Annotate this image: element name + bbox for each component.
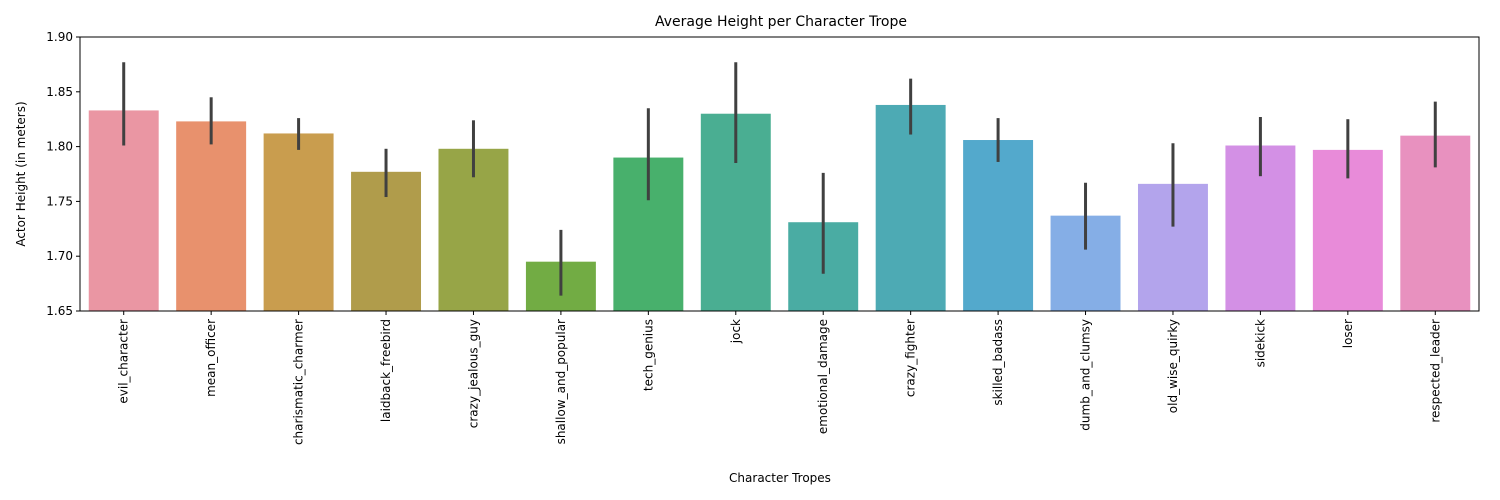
x-tick-label-tech_genius: tech_genius [641,319,655,391]
x-axis-label: Character Tropes [729,471,831,485]
x-tick-label-jock: jock [729,319,743,344]
x-tick-label-laidback_freebird: laidback_freebird [379,319,393,422]
y-tick-label: 1.80 [46,140,73,154]
x-tick-label-dumb_and_clumsy: dumb_and_clumsy [1079,319,1093,431]
chart-title: Average Height per Character Trope [655,14,907,30]
x-tick-label-loser: loser [1341,319,1355,348]
x-tick-label-old_wise_quirky: old_wise_quirky [1166,319,1180,413]
x-tick-label-crazy_fighter: crazy_fighter [904,319,918,397]
x-tick-label-sidekick: sidekick [1253,319,1267,367]
x-tick-label-evil_character: evil_character [117,319,131,404]
x-tick-label-charismatic_charmer: charismatic_charmer [292,319,306,445]
y-tick-label: 1.75 [46,194,73,208]
y-axis-label: Actor Height (in meters) [14,101,28,246]
x-tick-label-skilled_badass: skilled_badass [991,319,1005,406]
x-tick-label-emotional_damage: emotional_damage [816,319,830,434]
bar-charismatic_charmer [263,133,334,311]
y-tick-label: 1.70 [46,249,73,263]
bar-crazy_fighter [875,104,946,311]
y-tick-label: 1.85 [46,85,73,99]
y-tick-label: 1.90 [46,30,73,44]
x-tick-label-shallow_and_popular: shallow_and_popular [554,319,568,444]
x-tick-label-mean_officer: mean_officer [204,319,218,397]
plot-area: 1.65 1.70 1.75 1.80 1.85 1.90 evil_character me… [46,30,1480,445]
axes-frame [79,36,1480,312]
x-tick-label-respected_leader: respected_leader [1428,319,1442,423]
y-tick-label: 1.65 [46,304,73,318]
bar-mean_officer [176,121,247,311]
x-tick-label-crazy_jealous_guy: crazy_jealous_guy [466,319,480,428]
bar-skilled_badass [963,140,1034,311]
